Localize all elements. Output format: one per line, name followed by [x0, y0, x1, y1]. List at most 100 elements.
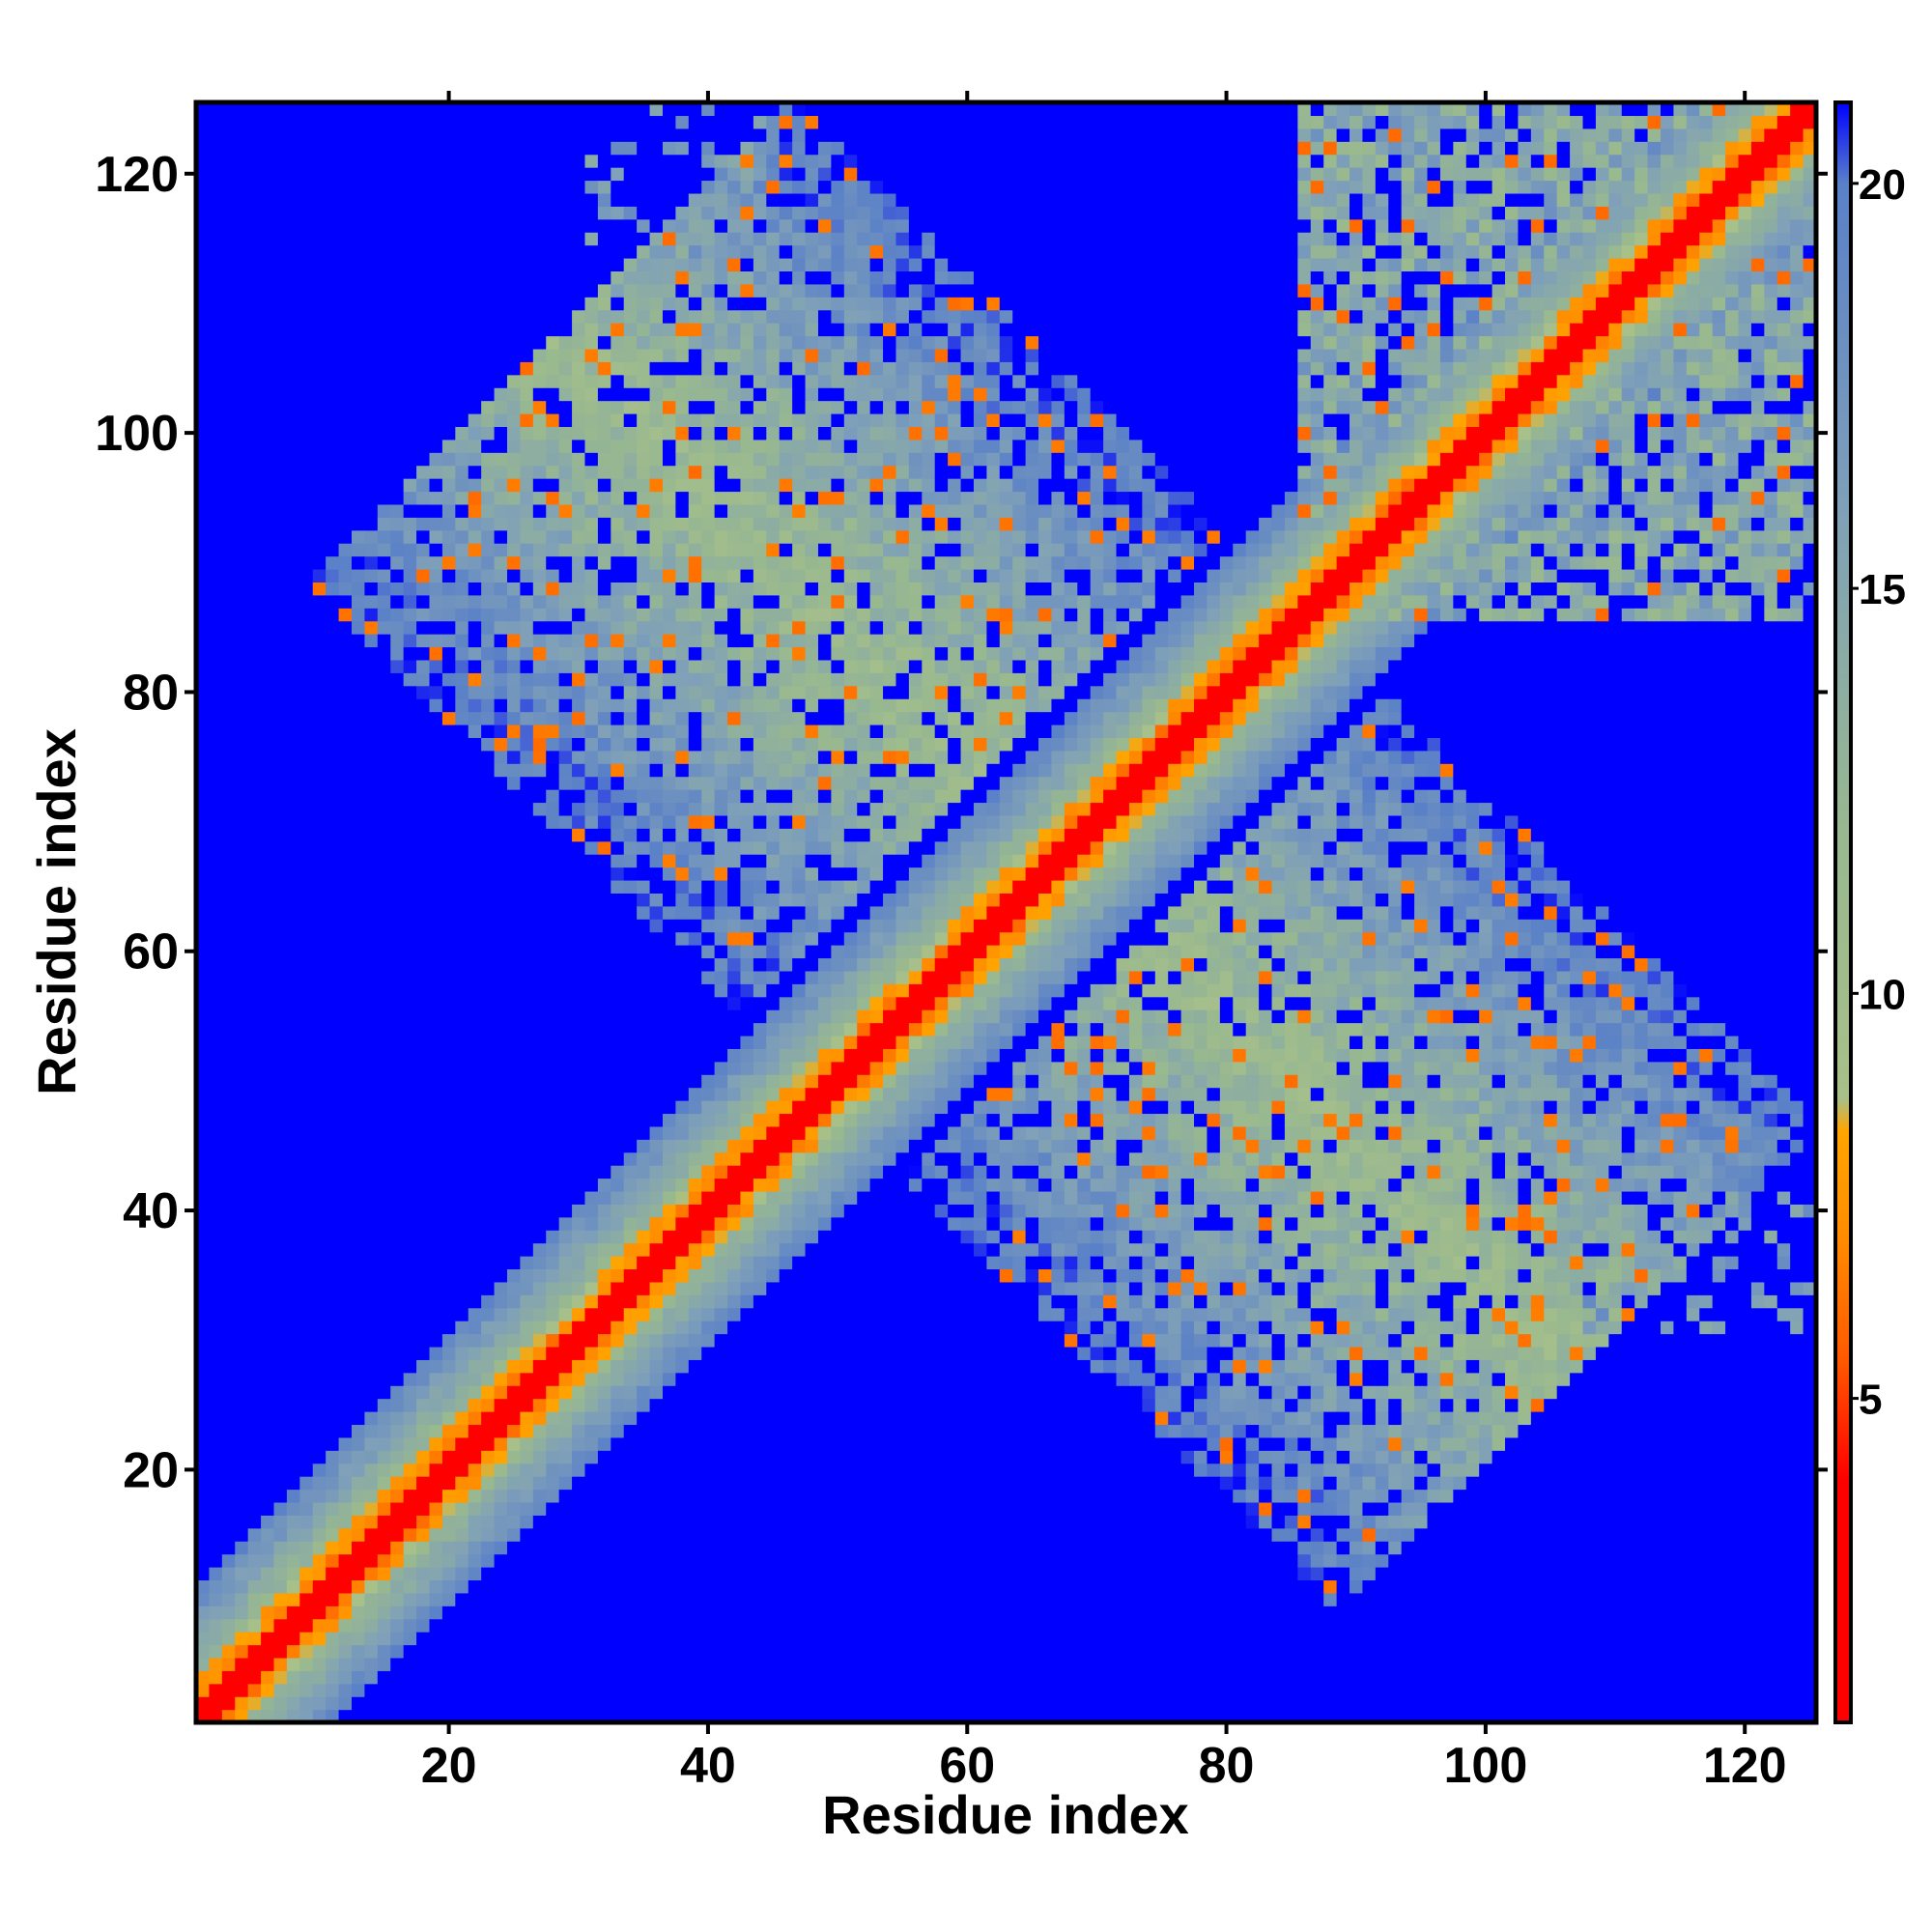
heatmap-cell	[675, 1139, 690, 1153]
heatmap-cell	[377, 141, 391, 156]
heatmap-cell	[662, 517, 676, 531]
heatmap-cell	[455, 1541, 469, 1555]
heatmap-cell	[196, 1385, 211, 1400]
heatmap-cell	[273, 983, 288, 998]
heatmap-cell	[532, 491, 547, 505]
heatmap-cell	[481, 919, 496, 933]
heatmap-cell	[261, 426, 275, 440]
heatmap-cell	[351, 802, 366, 816]
heatmap-cell	[572, 1696, 586, 1711]
heatmap-cell	[532, 1009, 547, 1024]
heatmap-cell	[597, 1515, 611, 1529]
heatmap-cell	[209, 931, 223, 946]
heatmap-cell	[662, 218, 676, 233]
heatmap-cell	[416, 919, 431, 933]
heatmap-cell	[494, 323, 508, 337]
heatmap-cell	[572, 1592, 586, 1606]
heatmap-cell	[520, 1307, 534, 1321]
heatmap-cell	[662, 297, 676, 311]
heatmap-cell	[286, 608, 300, 622]
heatmap-cell	[688, 970, 702, 984]
heatmap-cell	[377, 102, 391, 117]
heatmap-cell	[468, 919, 482, 933]
heatmap-cell	[532, 1048, 547, 1063]
heatmap-cell	[209, 439, 223, 453]
heatmap-cell	[416, 1178, 431, 1192]
heatmap-cell	[416, 167, 431, 182]
heatmap-cell	[441, 323, 456, 337]
heatmap-cell	[273, 1216, 288, 1231]
heatmap-cell	[196, 750, 211, 764]
heatmap-cell	[209, 646, 223, 661]
heatmap-cell	[481, 1424, 496, 1438]
heatmap-cell	[221, 776, 236, 790]
heatmap-cell	[247, 582, 262, 596]
heatmap-cell	[299, 102, 314, 117]
heatmap-cell	[221, 659, 236, 673]
heatmap-cell	[662, 1618, 676, 1633]
heatmap-cell	[441, 1411, 456, 1426]
heatmap-cell	[532, 1644, 547, 1659]
heatmap-cell	[312, 335, 327, 350]
heatmap-cell	[572, 1165, 586, 1179]
heatmap-cell	[261, 348, 275, 362]
heatmap-cell	[572, 1424, 586, 1438]
heatmap-cell	[377, 1151, 391, 1166]
heatmap-cell	[273, 1281, 288, 1295]
heatmap-cell	[312, 1113, 327, 1127]
heatmap-cell	[403, 1385, 417, 1400]
heatmap-cell	[338, 634, 353, 648]
heatmap-cell	[209, 1605, 223, 1620]
heatmap-cell	[455, 1436, 469, 1451]
heatmap-cell	[546, 1709, 560, 1723]
heatmap-cell	[637, 1527, 651, 1542]
heatmap-cell	[675, 167, 690, 182]
heatmap-cell	[209, 919, 223, 933]
heatmap-cell	[558, 1009, 573, 1024]
heatmap-cell	[390, 335, 405, 350]
heatmap-cell	[675, 724, 690, 738]
heatmap-cell	[611, 582, 625, 596]
heatmap-cell	[455, 737, 469, 752]
heatmap-cell	[286, 1087, 300, 1101]
heatmap-cell	[286, 102, 300, 117]
heatmap-cell	[390, 1644, 405, 1659]
heatmap-cell	[675, 1411, 690, 1426]
heatmap-cell	[546, 1398, 560, 1412]
heatmap-cell	[572, 192, 586, 207]
heatmap-cell	[506, 1527, 521, 1542]
heatmap-cell	[209, 620, 223, 635]
heatmap-cell	[390, 931, 405, 946]
heatmap-cell	[455, 634, 469, 648]
heatmap-cell	[494, 1372, 508, 1386]
heatmap-cell	[558, 232, 573, 246]
heatmap-cell	[468, 1385, 482, 1400]
heatmap-cell	[546, 141, 560, 156]
heatmap-cell	[520, 802, 534, 816]
heatmap-cell	[520, 711, 534, 725]
heatmap-cell	[312, 1424, 327, 1438]
heatmap-cell	[312, 646, 327, 661]
heatmap-cell	[441, 970, 456, 984]
heatmap-cell	[326, 348, 340, 362]
heatmap-cell	[403, 1527, 417, 1542]
heatmap-cell	[312, 1683, 327, 1697]
heatmap-cell	[468, 568, 482, 582]
heatmap-cell	[455, 1683, 469, 1697]
heatmap-cell	[584, 115, 599, 129]
heatmap-cell	[468, 335, 482, 350]
heatmap-cell	[584, 1113, 599, 1127]
heatmap-cell	[520, 893, 534, 907]
heatmap-cell	[532, 503, 547, 518]
heatmap-cell	[701, 1592, 716, 1606]
heatmap-cell	[532, 685, 547, 699]
heatmap-cell	[611, 297, 625, 311]
heatmap-cell	[273, 634, 288, 648]
heatmap-cell	[637, 102, 651, 117]
heatmap-cell	[520, 931, 534, 946]
heatmap-cell	[506, 1074, 521, 1089]
heatmap-cell	[520, 879, 534, 894]
heatmap-cell	[611, 1139, 625, 1153]
heatmap-cell	[623, 323, 638, 337]
heatmap-cell	[623, 1022, 638, 1037]
